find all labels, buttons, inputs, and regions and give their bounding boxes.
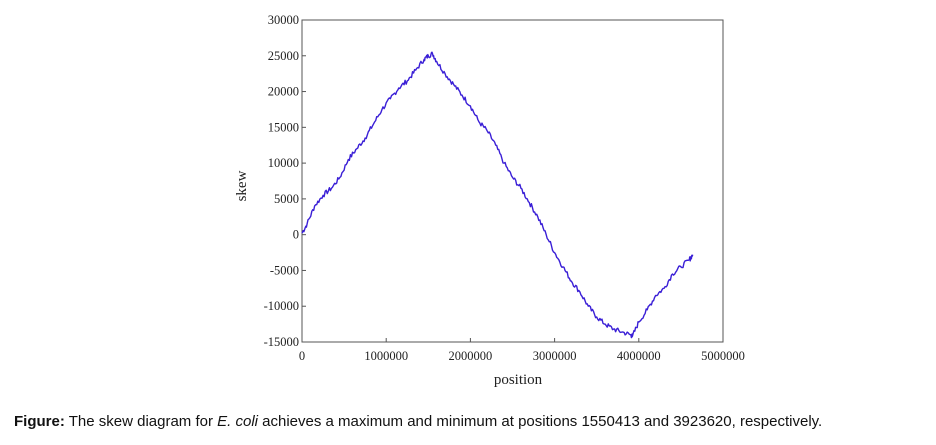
x-axis-label: position <box>494 372 543 388</box>
y-axis-label: skew <box>234 170 250 201</box>
y-tick-label: 30000 <box>268 13 299 27</box>
skew-chart: 0 1000000 2000000 3000000 4000000 5000000 300… <box>234 13 745 388</box>
x-tick-label: 1000000 <box>364 349 408 363</box>
y-tick-label: 20000 <box>268 85 299 99</box>
y-tick-label: 10000 <box>268 156 299 170</box>
skew-line <box>301 51 694 339</box>
caption-label: Figure: <box>14 413 65 430</box>
y-tick-label: -15000 <box>264 335 299 349</box>
x-axis: 0 1000000 2000000 3000000 4000000 5000000 <box>299 338 745 363</box>
plot-frame <box>301 19 724 343</box>
y-tick-label: 25000 <box>268 49 299 63</box>
x-tick-label: 0 <box>299 349 305 363</box>
y-tick-label: -10000 <box>264 299 299 313</box>
y-axis: 30000 25000 20000 15000 10000 5000 0 -5000 -1000… <box>264 13 306 349</box>
y-tick-label: 5000 <box>274 192 299 206</box>
figure-caption: Figure: The skew diagram for E. coli ach… <box>14 413 924 430</box>
x-tick-label: 5000000 <box>701 349 745 363</box>
y-tick-label: 0 <box>293 228 299 242</box>
x-tick-label: 2000000 <box>449 349 493 363</box>
y-tick-label: 15000 <box>268 120 299 134</box>
x-tick-label: 3000000 <box>533 349 577 363</box>
caption-text-before: The skew diagram for <box>64 413 218 430</box>
y-tick-label: -5000 <box>270 263 299 277</box>
caption-organism: E. coli <box>217 413 258 430</box>
x-tick-label: 4000000 <box>617 349 661 363</box>
caption-text-after: achieves a maximum and minimum at positi… <box>258 413 823 430</box>
